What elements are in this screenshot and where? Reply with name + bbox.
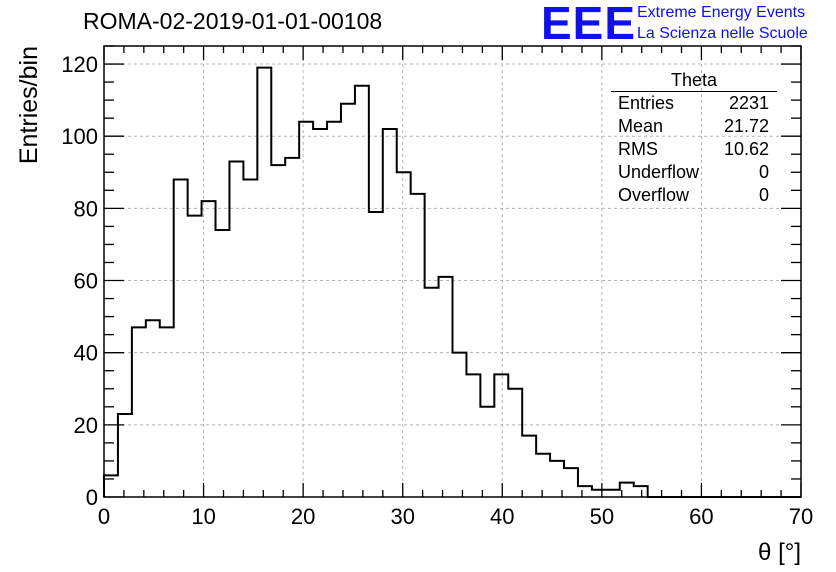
stat-label: Mean (618, 116, 664, 136)
stat-row-overflow: Overflow 0 (611, 184, 777, 207)
histogram-bin (578, 486, 592, 497)
brand-tagline: La Scienza nelle Scuole (637, 25, 808, 42)
chart-title: ROMA-02-2019-01-01-00108 (83, 8, 383, 34)
histogram-bin (285, 158, 299, 497)
x-tick-label: 0 (98, 504, 110, 529)
histogram-bin (341, 104, 355, 497)
histogram-bin (425, 288, 439, 497)
plot-frame (103, 45, 802, 498)
histogram-bin (466, 374, 480, 497)
x-tick-label: 60 (689, 504, 713, 529)
histogram-bin (439, 277, 453, 497)
histogram-bin (536, 454, 550, 497)
histogram-bin (634, 486, 648, 497)
histogram-bin (592, 490, 606, 497)
y-tick-label: 60 (74, 269, 98, 294)
y-axis-label: Entries/bin (15, 46, 43, 164)
stat-row-underflow: Underflow 0 (611, 161, 777, 184)
y-tick-label: 80 (74, 196, 98, 221)
histogram-bin (397, 172, 411, 497)
histogram-bin (494, 374, 508, 497)
histogram-bin (132, 327, 146, 497)
stat-row-entries: Entries 2231 (611, 92, 777, 115)
histogram-bin (355, 86, 369, 497)
tick-labels: 0 10 20 30 40 50 60 70 0 20 40 60 80 100 120 (61, 52, 813, 529)
histogram-bin (564, 468, 578, 497)
stat-value: 2231 (728, 93, 769, 113)
y-tick-label: 40 (74, 341, 98, 366)
histogram-bin (257, 68, 271, 497)
histogram-bin (327, 122, 341, 497)
histogram-bin (508, 389, 522, 497)
stat-row-mean: Mean 21.72 (611, 115, 777, 138)
histogram-bin (313, 129, 327, 497)
histogram-bin (369, 212, 383, 497)
histogram-bin (174, 179, 188, 497)
stat-value: 10.62 (723, 139, 769, 159)
stats-title: Theta (611, 70, 777, 92)
y-tick-label: 20 (74, 413, 98, 438)
histogram-bin (118, 414, 132, 497)
x-tick-label: 20 (291, 504, 315, 529)
histogram-bin (188, 216, 202, 497)
histogram-outline (103, 66, 801, 498)
histogram-bin (480, 407, 494, 497)
brand-name: Extreme Energy Events (637, 4, 806, 21)
histogram-bin (229, 161, 243, 497)
histogram-bin (216, 230, 230, 497)
stat-value: 0 (758, 185, 769, 205)
histogram-bin (243, 179, 257, 497)
stat-value: 21.72 (723, 116, 769, 136)
stat-label: Underflow (618, 162, 700, 182)
histogram-bin (271, 165, 285, 497)
stat-row-rms: RMS 10.62 (611, 138, 777, 161)
histogram-bin (606, 490, 620, 497)
stats-box: Theta Entries 2231 Mean 21.72 RMS 10.62 … (611, 70, 777, 207)
histogram-bins (104, 68, 648, 497)
stat-label: Entries (618, 93, 675, 113)
histogram-bin (383, 129, 397, 497)
histogram-bin (160, 327, 174, 497)
histogram-bin (299, 122, 313, 497)
x-tick-label: 10 (191, 504, 215, 529)
y-tick-label: 100 (61, 124, 98, 149)
x-tick-label: 40 (490, 504, 514, 529)
y-tick-label: 0 (86, 485, 98, 510)
stat-label: RMS (618, 139, 658, 159)
x-axis-label: θ [°] (758, 539, 801, 566)
eee-logo: EEE (541, 0, 637, 49)
histogram-bin (202, 201, 216, 497)
histogram-bin (146, 320, 160, 497)
histogram-bin (522, 436, 536, 497)
x-tick-label: 70 (789, 504, 813, 529)
stat-value: 0 (758, 162, 769, 182)
y-tick-label: 120 (61, 52, 98, 77)
x-tick-label: 30 (390, 504, 414, 529)
x-tick-label: 50 (590, 504, 614, 529)
stat-label: Overflow (618, 185, 690, 205)
histogram-bin (453, 353, 467, 497)
histogram-bin (411, 194, 425, 497)
